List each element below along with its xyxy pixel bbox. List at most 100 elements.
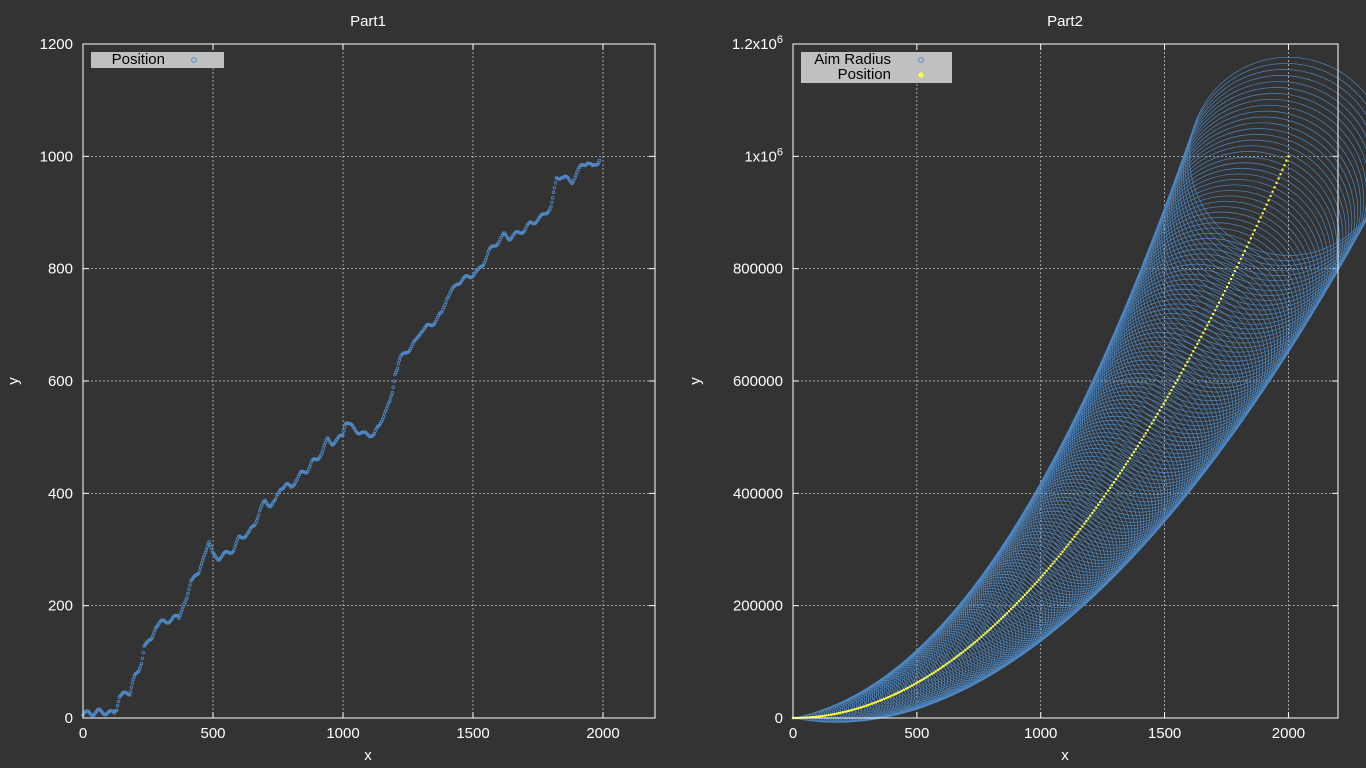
data-point-position (966, 647, 969, 650)
data-point-position (1176, 378, 1179, 381)
data-point-position (1275, 181, 1278, 185)
data-point-position (1188, 357, 1191, 360)
legend-part1: Position (91, 51, 224, 68)
data-circle-aim-radius (939, 604, 1014, 679)
data-circle-aim-radius (970, 559, 1061, 650)
data-point-position (867, 703, 870, 707)
x-tick-label: 1000 (326, 725, 359, 742)
data-point-position (879, 699, 882, 702)
data-point-position (1225, 285, 1229, 289)
data-point-position (380, 417, 385, 422)
data-circle-aim-radius (986, 534, 1085, 633)
data-circle-aim-radius (1018, 478, 1133, 593)
data-circle-aim-radius (885, 663, 934, 711)
data-point-position (875, 700, 878, 704)
x-tick-label: 500 (904, 725, 929, 742)
data-point-position (950, 659, 953, 662)
data-circle-aim-radius (1081, 345, 1228, 492)
data-point-position (972, 642, 975, 645)
data-point-position (1273, 186, 1276, 189)
data-circle-aim-radius (913, 635, 975, 697)
legend-box-part2 (801, 52, 952, 83)
data-point-position (1120, 469, 1124, 472)
data-point-position (188, 583, 192, 587)
data-point-position (936, 668, 939, 672)
data-point-position (886, 696, 890, 699)
data-point-position (995, 621, 999, 624)
data-point-position (128, 693, 132, 697)
data-circle-aim-radius (1149, 173, 1329, 353)
y-tick-label: 1.2x106 (732, 34, 783, 53)
data-point-position (444, 300, 448, 304)
data-point-position (902, 688, 906, 692)
data-circle-aim-radius (949, 590, 1029, 670)
data-point-position (1229, 277, 1233, 281)
data-point-position (343, 425, 347, 429)
data-point-position (1235, 265, 1239, 269)
data-point-position (845, 710, 848, 713)
data-point-position (1283, 164, 1286, 167)
data-point-position (1271, 190, 1274, 193)
data-point-position (888, 695, 892, 698)
data-circle-aim-radius (1072, 368, 1213, 510)
data-circle-aim-radius (925, 621, 993, 689)
data-circle-aim-radius (968, 562, 1058, 652)
data-circle-aim-radius (1177, 93, 1366, 287)
data-point-position (1172, 385, 1175, 388)
data-point-position (130, 681, 135, 685)
data-circle-aim-radius (1147, 178, 1326, 358)
y-tick-label: 800 (48, 261, 73, 278)
data-circle-aim-radius (1125, 238, 1293, 406)
data-point-position (1069, 540, 1072, 544)
data-circle-aim-radius (1159, 145, 1344, 330)
data-circle-aim-radius (1127, 232, 1296, 402)
data-circle-aim-radius (899, 649, 954, 705)
data-point-position (932, 671, 935, 674)
data-point-position (309, 462, 313, 466)
data-point-position (1285, 159, 1288, 163)
data-circle-aim-radius (909, 639, 969, 699)
data-point-position (898, 690, 902, 693)
data-point-position (1259, 216, 1262, 219)
data-circle-aim-radius (1083, 341, 1231, 488)
data-point-position (900, 689, 904, 693)
data-point-position (197, 568, 202, 572)
data-point-position (178, 613, 182, 618)
data-point-position (912, 683, 916, 686)
data-point-position (1196, 342, 1199, 346)
data-circle-aim-radius (1087, 332, 1237, 481)
y-tick-label: 0 (775, 710, 783, 727)
data-point-position (150, 636, 154, 641)
data-circle-aim-radius (1163, 133, 1350, 321)
data-point-position (1021, 595, 1025, 599)
data-point-position (1057, 555, 1060, 558)
data-point-position (849, 709, 852, 712)
data-circle-aim-radius (1085, 336, 1234, 485)
data-point-position (1063, 548, 1066, 551)
data-circle-aim-radius (1103, 293, 1261, 451)
data-circle-aim-radius (1038, 440, 1163, 564)
data-point-position (1037, 578, 1040, 582)
data-point-position (549, 204, 553, 209)
data-point-position (1269, 194, 1272, 198)
data-circle-aim-radius (915, 632, 978, 696)
data-point-position (1162, 402, 1165, 405)
y-tick-label: 400000 (733, 485, 783, 502)
data-point-position (1116, 475, 1120, 478)
data-circle-aim-radius (1153, 162, 1335, 344)
data-point-position (1110, 483, 1114, 487)
data-point-position (1221, 293, 1225, 297)
data-circle-aim-radius (1020, 474, 1136, 590)
data-point-position (1039, 576, 1042, 579)
data-point-position (342, 429, 346, 433)
data-circle-aim-radius (1155, 156, 1338, 339)
y-tick-label: 200000 (733, 598, 783, 615)
data-circle-aim-radius (1188, 56, 1366, 256)
data-point-position (890, 694, 894, 697)
data-point-position (1043, 571, 1046, 575)
chart-part2: Part2 x y 0 500 1000 1500 2000 0 200000 400000 6… (687, 13, 1366, 764)
data-point-position (958, 653, 961, 656)
data-point-position (924, 676, 927, 679)
data-point-position (825, 714, 828, 717)
data-circle-aim-radius (1185, 69, 1366, 266)
